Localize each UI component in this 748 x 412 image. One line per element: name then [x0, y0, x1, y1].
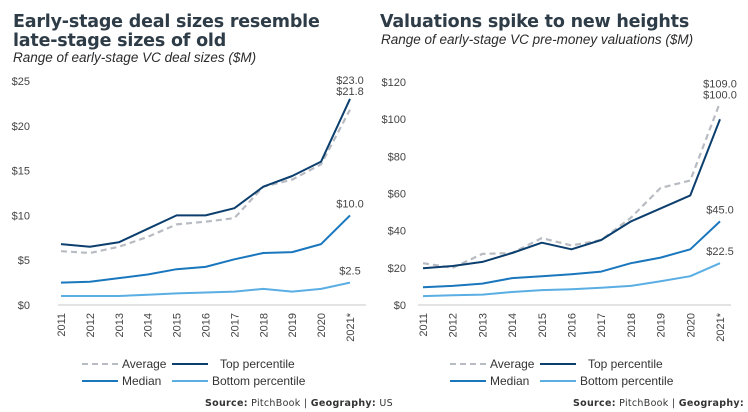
series-line-bottom	[422, 262, 721, 298]
series-line-top	[60, 98, 351, 248]
legend-label-average: Average	[122, 357, 167, 371]
y-tick-label: $80	[388, 151, 406, 163]
source-separator: |	[303, 398, 308, 409]
y-tick-label: $15	[12, 166, 30, 178]
data-label-average: $21.8	[336, 86, 364, 98]
data-label-average: $109.0	[703, 78, 737, 90]
series-line-top	[422, 118, 721, 270]
chart-subtitle: Range of early-stage VC deal sizes ($M)	[13, 50, 257, 65]
x-tick-label: 2016	[567, 313, 579, 337]
geography-label: Geography:	[678, 398, 744, 409]
data-label-top: $23.0	[336, 75, 364, 87]
x-tick-label: 2019	[287, 313, 299, 337]
y-tick-label: $25	[12, 76, 30, 88]
y-tick-label: $120	[382, 77, 406, 89]
geography-label: Geography:	[310, 398, 376, 409]
series-line-median	[422, 220, 721, 289]
series-line-average	[422, 102, 722, 269]
x-tick-label: 2012	[85, 313, 97, 337]
chart-panel-deal-sizes: Early-stage deal sizes resemble late-sta…	[12, 12, 393, 410]
line-chart-deal-sizes: $0 $5 $10 $15 $20 $25 2011 2012 2013 2014 2015 2016…	[12, 75, 366, 342]
legend-label-median: Median	[122, 374, 162, 388]
x-tick-label: 2013	[477, 313, 489, 337]
y-tick-label: $100	[382, 114, 406, 126]
chart-panel-valuations: Valuations spike to new heights Range of…	[374, 0, 748, 412]
y-tick-label: $20	[12, 121, 30, 133]
x-tick-label: 2018	[626, 313, 638, 337]
geography-value: US	[379, 398, 393, 409]
series-line-average	[60, 109, 351, 255]
data-label-bottom: $2.5	[339, 266, 360, 278]
x-tick-label: 2011	[56, 313, 68, 337]
legend-item-average: Average	[450, 357, 534, 371]
y-tick-label: $40	[388, 226, 406, 238]
legend-label-bottom: Bottom percentile	[212, 374, 306, 388]
series-line-bottom	[61, 281, 351, 297]
y-tick-label: $5	[18, 255, 30, 267]
legend-swatch-top	[172, 363, 208, 365]
source-note: Source: PitchBook | Geography: US	[573, 398, 748, 409]
y-tick-label: $20	[388, 263, 406, 275]
x-tick-label: 2017	[596, 313, 608, 337]
x-tick-label: 2016	[201, 313, 213, 337]
chart-title: Early-stage deal sizes resemble late-sta…	[13, 12, 320, 51]
y-tick-label: $60	[388, 189, 406, 201]
legend-swatch-bottom	[540, 380, 576, 382]
x-tick-label: 2015	[537, 313, 549, 337]
legend-item-median: Median	[450, 374, 529, 388]
data-label-median: $45.0	[706, 204, 734, 216]
x-tick-label: 2019	[656, 313, 668, 337]
source-label: Source:	[573, 398, 616, 409]
data-label-bottom: $22.5	[706, 246, 734, 258]
legend-label-average: Average	[490, 357, 535, 371]
source-note: Source: PitchBook | Geography: US	[205, 398, 393, 409]
legend-item-top: Top percentile	[540, 357, 663, 371]
legend-swatch-median	[82, 380, 118, 382]
chart-title: Valuations spike to new heights	[380, 12, 690, 32]
legend-item-average: Average	[82, 357, 166, 371]
x-tick-label: 2020	[685, 313, 697, 337]
x-tick-label: 2020	[316, 313, 328, 337]
legend-swatch-average	[450, 363, 486, 365]
legend-item-bottom: Bottom percentile	[172, 374, 305, 388]
legend-item-top: Top percentile	[172, 357, 295, 371]
legend-item-bottom: Bottom percentile	[540, 374, 673, 388]
x-tick-label: 2013	[114, 313, 126, 337]
x-tick-label: 2017	[229, 313, 241, 337]
x-tick-label: 2014	[507, 313, 519, 337]
x-tick-label: 2012	[448, 313, 460, 337]
legend-label-top: Top percentile	[220, 357, 295, 371]
legend-swatch-top	[540, 363, 576, 365]
line-chart-valuations: $0 $20 $40 $60 $80 $100 $120 2011 2012 2013 2014 20…	[382, 77, 737, 342]
x-tick-label: 2015	[172, 313, 184, 337]
source-value: PitchBook	[251, 398, 301, 409]
y-tick-label: $10	[12, 210, 30, 222]
legend-label-bottom: Bottom percentile	[580, 374, 674, 388]
y-tick-label: $0	[18, 300, 30, 312]
x-tick-label: 2014	[143, 313, 155, 337]
legend-swatch-median	[450, 380, 486, 382]
x-tick-label: 2011	[418, 313, 430, 337]
legend-swatch-bottom	[172, 380, 208, 382]
legend-label-top: Top percentile	[588, 357, 663, 371]
chart-subtitle: Range of early-stage VC pre-money valuat…	[381, 32, 694, 47]
legend-swatch-average	[82, 363, 118, 365]
y-tick-label: $0	[394, 300, 406, 312]
x-tick-label: 2018	[258, 313, 270, 337]
source-value: PitchBook	[619, 398, 669, 409]
legend-item-median: Median	[82, 374, 161, 388]
series-line-median	[60, 214, 351, 284]
legend-label-median: Median	[490, 374, 530, 388]
source-label: Source:	[205, 398, 248, 409]
x-tick-label: 2021*	[715, 312, 727, 341]
x-tick-label: 2021*	[345, 312, 357, 341]
data-label-top: $100.0	[703, 89, 737, 101]
source-separator: |	[671, 398, 676, 409]
data-label-median: $10.0	[336, 198, 364, 210]
